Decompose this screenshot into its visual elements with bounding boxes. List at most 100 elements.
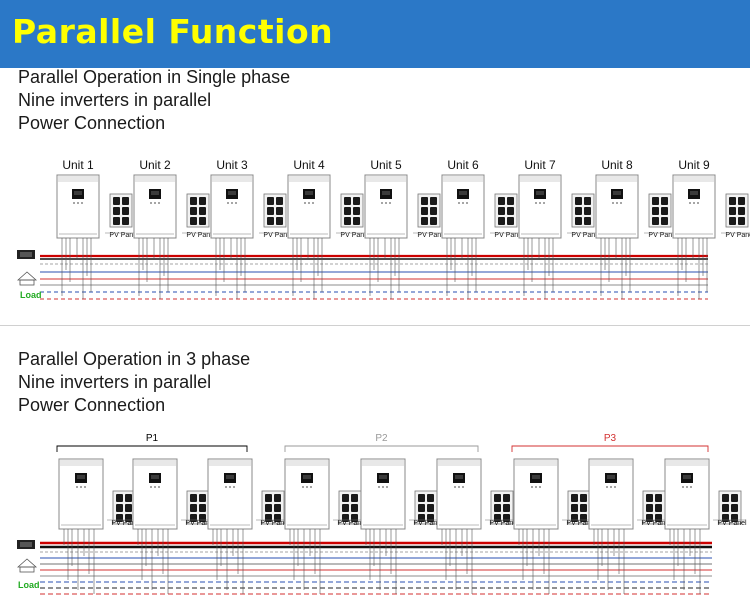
pv-panel-1-cell bbox=[113, 197, 120, 205]
page-title: Parallel Function bbox=[12, 12, 334, 51]
pv-panel-3p-2-cell bbox=[199, 504, 206, 512]
inverter-unit-6-screen bbox=[459, 191, 467, 195]
inverter-unit-8-screen bbox=[613, 191, 621, 195]
inverter-unit-4-led bbox=[312, 202, 314, 204]
inverter-3p-7-led bbox=[531, 486, 533, 488]
inverter-unit-3-screen bbox=[228, 191, 236, 195]
inverter-3p-8 bbox=[588, 458, 634, 530]
pv-panel-3p-9-cell bbox=[722, 504, 729, 512]
inverter-3p-6-led bbox=[454, 486, 456, 488]
inverter-3p-1 bbox=[58, 458, 104, 530]
pv-label-9: PV Panel bbox=[725, 232, 750, 239]
pv-panel-3-cell bbox=[267, 197, 274, 205]
pv-panel-4-cell bbox=[353, 197, 360, 205]
inverter-3p-7-led bbox=[539, 486, 541, 488]
pv-panel-3p-1-cell bbox=[116, 494, 123, 502]
section1-text: Parallel Operation in Single phase Nine … bbox=[18, 66, 290, 135]
pv-panel-2-cell bbox=[190, 207, 197, 215]
pv-panel-3-cell bbox=[276, 207, 283, 215]
inverter-3p-1-led bbox=[80, 486, 82, 488]
inverter-3p-6-top bbox=[438, 460, 480, 466]
inverter-3p-3-led bbox=[225, 486, 227, 488]
pv-panel-3p-6-cell bbox=[494, 504, 501, 512]
inverter-unit-3-top bbox=[212, 176, 252, 182]
load-label-2: Load bbox=[18, 580, 40, 590]
inverter-unit-6-led bbox=[462, 202, 464, 204]
group-bracket-1 bbox=[56, 445, 248, 452]
inverter-3p-5-screen bbox=[379, 475, 387, 479]
pv-label-3p-8: PV Panel bbox=[641, 520, 671, 527]
pv-panel-9-cell bbox=[738, 217, 745, 225]
pv-label-1: PV Panel bbox=[109, 232, 139, 239]
inverter-unit-6-led bbox=[458, 202, 460, 204]
pv-label-3p-7: PV Panel bbox=[566, 520, 596, 527]
inverter-3p-9-led bbox=[686, 486, 688, 488]
inverter-3p-5-led bbox=[382, 486, 384, 488]
inverter-unit-5 bbox=[364, 174, 408, 239]
inverter-unit-7-top bbox=[520, 176, 560, 182]
section1-line-2: Nine inverters in parallel bbox=[18, 90, 212, 110]
pv-panel-3p-2-cell bbox=[190, 504, 197, 512]
pv-panel-3p-5-cell bbox=[418, 504, 425, 512]
pv-panel-3-cell bbox=[267, 217, 274, 225]
pv-panel-6-cell bbox=[498, 217, 505, 225]
inverter-3p-1-screen bbox=[77, 475, 85, 479]
pv-panel-1-cell bbox=[122, 197, 129, 205]
unit-label-5: Unit 5 bbox=[370, 158, 402, 172]
pv-panel-3p-5-cell bbox=[427, 494, 434, 502]
inverter-unit-4-top bbox=[289, 176, 329, 182]
pv-panel-3p-4-cell bbox=[351, 494, 358, 502]
inverter-unit-2-top bbox=[135, 176, 175, 182]
group-bracket-3 bbox=[511, 445, 709, 452]
inverter-3p-4-led bbox=[306, 486, 308, 488]
inverter-unit-9-screen bbox=[690, 191, 698, 195]
pv-panel-7-cell bbox=[575, 217, 582, 225]
inverter-unit-1 bbox=[56, 174, 100, 239]
inverter-3p-1-led bbox=[84, 486, 86, 488]
inverter-3p-3 bbox=[207, 458, 253, 530]
inverter-3p-7-screen bbox=[532, 475, 540, 479]
pv-panel-4-cell bbox=[344, 197, 351, 205]
inverter-unit-4-led bbox=[304, 202, 306, 204]
pv-panel-4-cell bbox=[344, 207, 351, 215]
inverter-3p-2-top bbox=[134, 460, 176, 466]
pv-panel-7-cell bbox=[575, 197, 582, 205]
unit-label-3: Unit 3 bbox=[216, 158, 248, 172]
unit-label-4: Unit 4 bbox=[293, 158, 325, 172]
pv-label-3: PV Panel bbox=[263, 232, 293, 239]
inverter-3p-5-led bbox=[378, 486, 380, 488]
inverter-unit-6-led bbox=[466, 202, 468, 204]
pv-panel-3p-8-cell bbox=[646, 494, 653, 502]
pv-panel-3p-6-cell bbox=[494, 494, 501, 502]
inverter-3p-2-led bbox=[150, 486, 152, 488]
pv-panel-3p-4-cell bbox=[351, 504, 358, 512]
inverter-3p-8-led bbox=[610, 486, 612, 488]
inverter-unit-7 bbox=[518, 174, 562, 239]
inverter-unit-3-led bbox=[227, 202, 229, 204]
inverter-3p-7-top bbox=[515, 460, 557, 466]
inverter-unit-7-screen bbox=[536, 191, 544, 195]
inverter-unit-7-led bbox=[535, 202, 537, 204]
pv-panel-5-cell bbox=[421, 217, 428, 225]
pv-panel-3p-5-cell bbox=[418, 494, 425, 502]
pv-panel-3p-3-cell bbox=[274, 494, 281, 502]
inverter-3p-4-top bbox=[286, 460, 328, 466]
inverter-3p-8-led bbox=[606, 486, 608, 488]
inverter-3p-3-led bbox=[229, 486, 231, 488]
inverter-unit-9-led bbox=[693, 202, 695, 204]
pv-panel-3p-7-cell bbox=[580, 494, 587, 502]
inverter-unit-8-led bbox=[616, 202, 618, 204]
pv-label-3p-3: PV Panel bbox=[260, 520, 290, 527]
pv-panel-6-cell bbox=[507, 197, 514, 205]
pv-panel-3p-1-cell bbox=[125, 494, 132, 502]
pv-panel-5-cell bbox=[430, 217, 437, 225]
section2-line-2: Nine inverters in parallel bbox=[18, 372, 212, 392]
inverter-3p-5 bbox=[360, 458, 406, 530]
pv-panel-3p-9-cell bbox=[731, 494, 738, 502]
pv-label-3p-1: PV Panel bbox=[111, 520, 141, 527]
battery-icon-1-inner bbox=[20, 252, 32, 257]
inverter-3p-4-led bbox=[302, 486, 304, 488]
pv-panel-2-cell bbox=[190, 217, 197, 225]
pv-panel-8-cell bbox=[652, 217, 659, 225]
